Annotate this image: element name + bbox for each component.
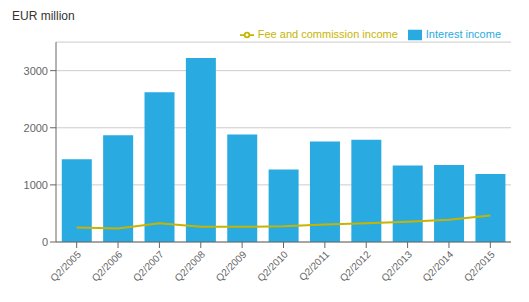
svg-text:Q2/2010: Q2/2010 <box>255 248 290 283</box>
svg-text:Q2/2015: Q2/2015 <box>462 248 497 283</box>
html-text:EUR million: EUR million <box>12 9 75 23</box>
svg-text:Q2/2006: Q2/2006 <box>90 248 125 283</box>
svg-text:Q2/2013: Q2/2013 <box>379 248 414 283</box>
svg-text:Q2/2008: Q2/2008 <box>172 248 207 283</box>
html-text:Fee and commission income: Fee and commission income <box>257 28 398 40</box>
svg-text:Q2/2009: Q2/2009 <box>214 248 249 283</box>
html-text:Interest income: Interest income <box>425 28 501 40</box>
svg-text:1000: 1000 <box>24 179 48 191</box>
svg-text:0: 0 <box>42 236 48 248</box>
svg-text:3000: 3000 <box>24 65 48 77</box>
svg-text:Q2/2012: Q2/2012 <box>338 248 373 283</box>
svg-text:Q2/2007: Q2/2007 <box>131 248 166 283</box>
svg-text:Q2/2011: Q2/2011 <box>297 248 332 283</box>
svg-text:2000: 2000 <box>24 122 48 134</box>
svg-text:Q2/2005: Q2/2005 <box>48 248 83 283</box>
svg-text:Q2/2014: Q2/2014 <box>420 248 455 283</box>
